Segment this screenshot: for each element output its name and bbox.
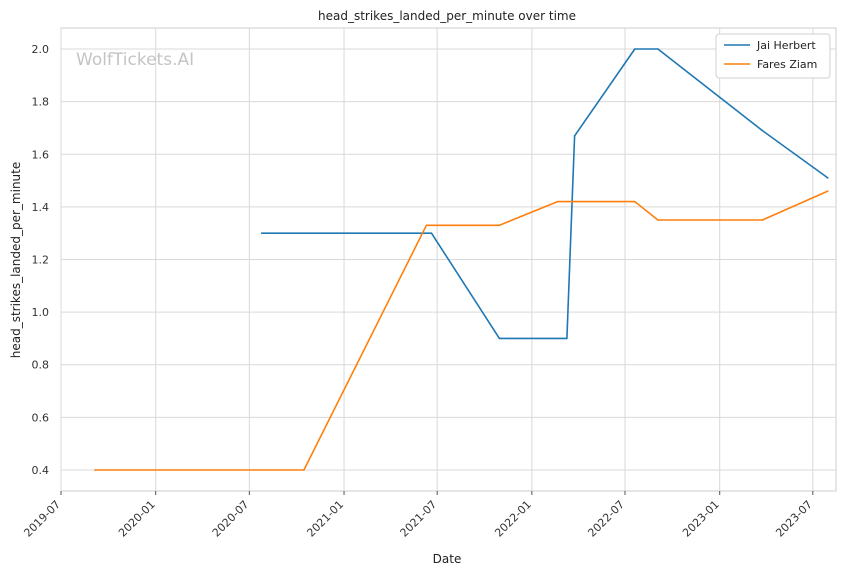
legend-label-fares-ziam: Fares Ziam: [757, 58, 817, 71]
x-tick-label: 2020-07: [210, 498, 252, 540]
chart-title: head_strikes_landed_per_minute over time: [318, 9, 576, 23]
data-point-jai-herbert: [633, 48, 636, 50]
legend-label-jai-herbert: Jai Herbert: [756, 39, 816, 52]
x-tick-label: 2022-07: [585, 498, 627, 540]
data-point-jai-herbert: [826, 177, 829, 179]
data-point-jai-herbert: [657, 48, 659, 50]
data-point-jai-herbert: [260, 232, 263, 234]
data-point-fares-ziam: [657, 219, 659, 221]
data-point-fares-ziam: [556, 200, 559, 203]
data-point-fares-ziam: [761, 219, 764, 221]
y-tick-labels: 0.4 0.6 0.8 1.0 1.2 1.4 1.6 1.8 2.0: [32, 43, 50, 477]
data-point-fares-ziam: [303, 469, 305, 471]
data-point-fares-ziam: [826, 190, 829, 192]
data-point-jai-herbert: [498, 337, 501, 340]
y-tick-label: 0.4: [32, 464, 50, 477]
watermark: WolfTickets.AI: [76, 50, 194, 70]
data-point-fares-ziam: [498, 224, 501, 227]
x-axis-label: Date: [433, 552, 462, 566]
x-tick-label: 2023-01: [680, 498, 722, 540]
y-tick-label: 1.8: [32, 96, 50, 109]
data-point-jai-herbert: [573, 135, 576, 137]
y-tick-label: 1.4: [32, 201, 50, 214]
y-tick-label: 1.2: [32, 254, 50, 267]
data-point-fares-ziam: [633, 200, 636, 203]
data-point-fares-ziam: [94, 469, 96, 471]
x-tick-label: 2023-07: [773, 498, 815, 540]
x-tick-label: 2022-01: [492, 498, 534, 540]
data-point-jai-herbert: [761, 129, 764, 132]
y-tick-label: 2.0: [32, 43, 50, 56]
x-tick-label: 2021-07: [398, 498, 440, 540]
y-tick-label: 0.6: [32, 411, 50, 424]
x-tick-label: 2019-07: [21, 498, 63, 540]
x-tick-labels: 2019-07 2020-01 2020-07 2021-01 2021-07 2022-…: [21, 498, 815, 540]
legend: Jai Herbert Fares Ziam: [715, 33, 831, 79]
y-tick-label: 1.6: [32, 148, 50, 161]
data-point-jai-herbert: [566, 337, 568, 340]
y-tick-label: 1.0: [32, 306, 50, 319]
y-tick-label: 0.8: [32, 359, 50, 372]
x-tick-label: 2021-01: [304, 498, 346, 540]
series-layer: [94, 48, 829, 471]
data-point-jai-herbert: [430, 232, 433, 234]
data-point-fares-ziam: [425, 224, 428, 227]
y-axis-label: head_strikes_landed_per_minute: [9, 162, 23, 359]
x-tick-label: 2020-01: [116, 498, 158, 540]
grid: [60, 28, 836, 495]
